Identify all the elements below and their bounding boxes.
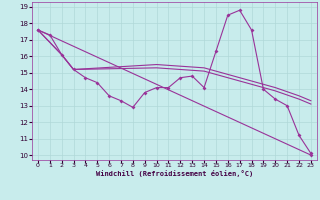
X-axis label: Windchill (Refroidissement éolien,°C): Windchill (Refroidissement éolien,°C) — [96, 170, 253, 177]
